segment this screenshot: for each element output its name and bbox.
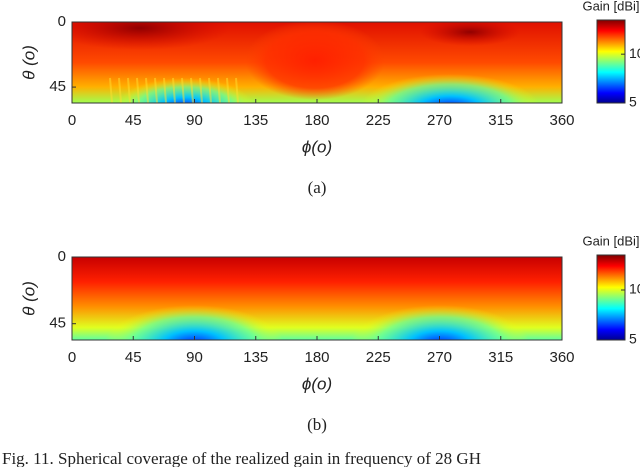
x-axis-label: ϕ(o) — [302, 137, 332, 156]
x-tick-label: 180 — [304, 112, 329, 129]
caption: Fig. 11. Spherical coverage of the reali… — [2, 449, 481, 467]
x-tick-label: 270 — [427, 349, 452, 366]
heatmap-image — [350, 305, 530, 340]
heatmap-image — [181, 77, 185, 103]
heatmap-image — [109, 77, 113, 103]
heatmap-image — [154, 77, 158, 103]
colorbar-tick-label: 10 — [629, 281, 640, 297]
heatmap-image — [172, 77, 176, 103]
y-axis-label: θ (o) — [19, 45, 38, 80]
panel-label: (a) — [308, 178, 327, 197]
heatmap-image — [235, 77, 239, 103]
x-tick-label: 270 — [427, 112, 452, 129]
colorbar — [596, 19, 626, 104]
heatmap-image — [361, 74, 539, 103]
x-tick-label: 90 — [186, 112, 203, 129]
heatmap — [72, 22, 562, 103]
x-tick-label: 135 — [243, 349, 268, 366]
heatmap-image — [217, 77, 221, 103]
x-tick-label: 135 — [243, 112, 268, 129]
x-tick-label: 180 — [304, 349, 329, 366]
x-tick-label: 0 — [68, 112, 76, 129]
heatmap-image — [72, 22, 230, 50]
y-tick-label: 0 — [58, 248, 66, 265]
colorbar-label: Gain [dBi] — [582, 233, 639, 248]
x-tick-label: 225 — [366, 112, 391, 129]
colorbar-tick-label: 10 — [629, 45, 640, 61]
heatmap-image — [145, 77, 149, 103]
heatmap-image — [420, 22, 520, 46]
colorbar-tick-label: 5 — [629, 331, 637, 347]
heatmap-image — [199, 77, 203, 103]
x-tick-label: 225 — [366, 349, 391, 366]
heatmap-image — [226, 77, 230, 103]
x-tick-label: 90 — [186, 349, 203, 366]
heatmap-image — [127, 77, 131, 103]
x-tick-label: 315 — [488, 112, 513, 129]
heatmap-image — [115, 78, 255, 103]
heatmap-image — [208, 77, 212, 103]
y-axis-label: θ (o) — [19, 281, 38, 316]
heatmap — [72, 257, 562, 340]
x-tick-label: 360 — [549, 349, 574, 366]
y-tick-label: 0 — [58, 13, 66, 30]
x-tick-label: 0 — [68, 349, 76, 366]
x-tick-label: 45 — [125, 112, 142, 129]
panel-label: (b) — [307, 415, 327, 434]
colorbar-tick-label: 5 — [629, 94, 637, 110]
y-tick-label: 45 — [49, 78, 66, 95]
heatmap-image — [118, 77, 122, 103]
heatmap-image — [190, 77, 194, 103]
heatmap-image — [136, 77, 140, 103]
heatmap-image — [104, 305, 284, 340]
heatmap-image — [163, 77, 167, 103]
y-tick-label: 45 — [49, 315, 66, 332]
x-tick-label: 360 — [549, 112, 574, 129]
colorbar — [596, 254, 626, 341]
x-tick-label: 45 — [125, 349, 142, 366]
colorbar-label: Gain [dBi] — [582, 0, 639, 13]
x-axis-label: ϕ(o) — [302, 374, 332, 393]
heatmap-image — [245, 22, 385, 100]
x-tick-label: 315 — [488, 349, 513, 366]
